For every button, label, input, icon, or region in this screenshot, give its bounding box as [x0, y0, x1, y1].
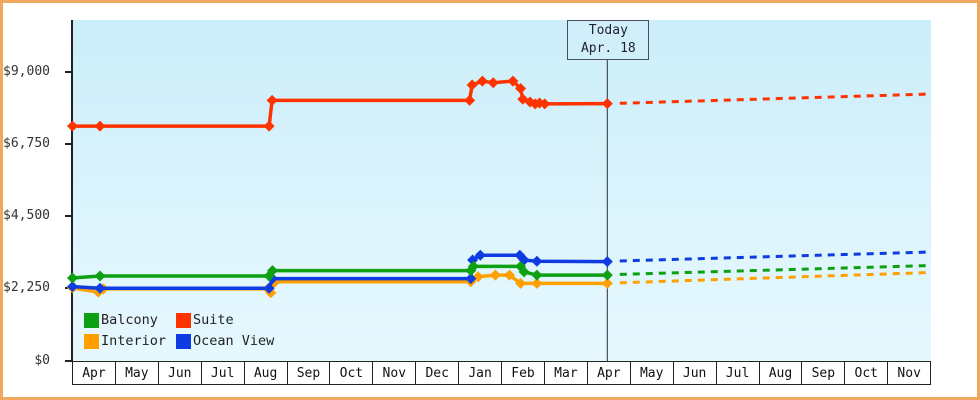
y-axis-tick-mark — [65, 215, 72, 217]
today-box: Today Apr. 18 — [567, 20, 650, 60]
plot-background — [73, 20, 931, 362]
today-label: Today — [588, 23, 628, 38]
x-axis-month-cell: May — [629, 361, 674, 385]
legend-swatch-icon — [84, 312, 99, 328]
x-axis-month-cell: Jun — [157, 361, 202, 385]
x-axis-month-cell: Apr — [586, 361, 631, 385]
x-axis-month-cell: Nov — [887, 361, 932, 385]
legend-item-interior: Interior — [84, 333, 176, 349]
y-axis-tick-label: $2,250 — [3, 280, 50, 296]
legend-item-balcony: Balcony — [84, 312, 176, 328]
y-axis-tick-mark — [65, 359, 72, 362]
x-axis-month-cell: Jun — [672, 361, 717, 385]
x-axis-month-cell: Mar — [543, 361, 588, 385]
x-axis-month-cell: Oct — [329, 361, 374, 385]
legend-label: Interior — [101, 333, 167, 349]
x-axis-month-cell: Apr — [72, 361, 116, 385]
x-axis-month-cell: May — [114, 361, 159, 385]
legend-item-suite: Suite — [176, 312, 274, 328]
x-axis-months: Apr May Jun Jul Aug Sep Oct Nov Dec Jan Feb Mar Apr M… — [72, 361, 932, 385]
x-axis-month-cell: Aug — [243, 361, 288, 385]
y-axis-tick-label: $9,000 — [3, 63, 50, 79]
legend-label: Balcony — [101, 312, 158, 328]
x-axis-month-cell: Feb — [501, 361, 545, 385]
today-date: Apr. 18 — [580, 41, 636, 56]
y-axis-tick-label: $0 — [34, 352, 50, 368]
x-axis-month-cell: Jul — [715, 361, 760, 385]
legend: Balcony Suite Interior Ocean View — [84, 312, 274, 349]
x-axis-month-cell: Oct — [844, 361, 889, 385]
x-axis-month-cell: Nov — [372, 361, 417, 385]
x-axis-month-cell: Sep — [801, 361, 846, 385]
x-axis-month-cell: Dec — [415, 361, 460, 385]
legend-label: Suite — [193, 312, 234, 328]
legend-swatch-icon — [176, 333, 191, 349]
x-axis-month-cell: Sep — [286, 361, 331, 385]
legend-swatch-icon — [176, 312, 191, 328]
legend-label: Ocean View — [193, 333, 275, 349]
y-axis-tick-label: $4,500 — [3, 208, 50, 223]
x-axis-month-cell: Jan — [458, 361, 503, 385]
x-axis-month-cell: Jul — [200, 361, 245, 385]
x-axis-month-cell: Aug — [758, 361, 803, 385]
y-axis-line — [71, 20, 73, 362]
legend-swatch-icon — [84, 333, 99, 349]
y-axis-tick-mark — [65, 142, 72, 145]
y-axis-tick-label: $6,750 — [3, 135, 50, 151]
y-axis-tick-mark — [65, 70, 72, 73]
legend-item-ocean-view: Ocean View — [176, 333, 274, 349]
